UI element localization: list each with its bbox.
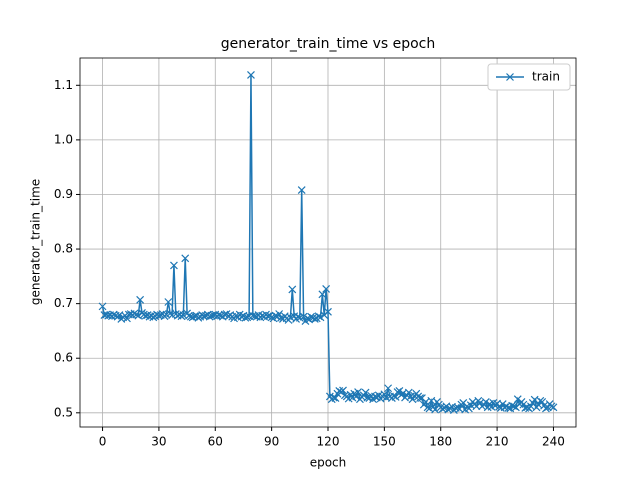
y-tick-label: 0.7 <box>54 296 73 310</box>
marker <box>318 290 327 299</box>
x-tick-label: 180 <box>429 435 452 449</box>
legend-marker <box>506 73 514 81</box>
x-tick-label: 0 <box>99 435 107 449</box>
marker <box>416 394 424 402</box>
marker <box>354 388 362 396</box>
marker <box>275 310 284 318</box>
marker <box>181 254 190 263</box>
plot-frame <box>79 57 577 428</box>
x-tick-label: 150 <box>373 435 396 449</box>
marker <box>316 313 325 322</box>
x-tick-label: 120 <box>317 435 340 449</box>
y-tick-label: 1.0 <box>54 132 73 146</box>
marker <box>98 302 107 311</box>
marker <box>297 186 306 195</box>
x-tick-label: 240 <box>542 435 565 449</box>
marker <box>136 295 145 304</box>
x-axis-label: epoch <box>310 456 347 470</box>
x-tick-label: 90 <box>264 435 279 449</box>
y-tick-label: 0.8 <box>54 242 73 256</box>
y-tick-label: 1.1 <box>54 78 73 92</box>
y-tick-label: 0.6 <box>54 351 73 365</box>
marker <box>310 314 319 323</box>
marker <box>404 388 413 397</box>
marker <box>361 388 370 397</box>
marker <box>322 284 331 293</box>
chart-title: generator_train_time vs epoch <box>221 36 435 52</box>
legend-label: train <box>532 70 560 84</box>
marker <box>164 298 173 306</box>
y-tick-label: 0.9 <box>54 187 73 201</box>
y-tick-label: 0.5 <box>54 405 73 419</box>
y-axis-label: generator_train_time <box>29 179 43 305</box>
x-tick-label: 60 <box>208 435 223 449</box>
marker <box>391 393 400 401</box>
x-tick-label: 210 <box>486 435 509 449</box>
marker <box>504 403 513 412</box>
legend-box <box>487 63 571 91</box>
marker <box>549 403 558 412</box>
marker <box>339 386 347 395</box>
marker <box>288 285 297 294</box>
marker <box>324 307 332 316</box>
marker <box>431 405 440 414</box>
marker <box>247 70 255 79</box>
marker <box>384 384 393 393</box>
marker <box>395 387 404 395</box>
marker <box>170 261 178 270</box>
x-tick-label: 30 <box>151 435 166 449</box>
